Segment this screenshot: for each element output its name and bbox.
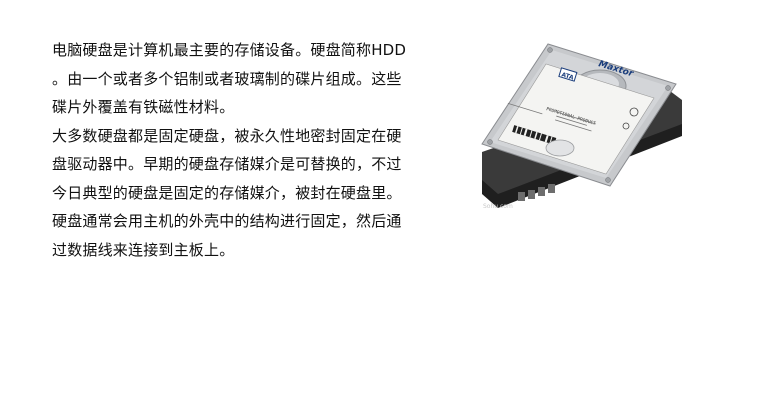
article-line: 过数据线来连接到主板上。 <box>52 236 432 265</box>
article-line: 硬盘通常会用主机的外壳中的结构进行固定，然后通 <box>52 207 432 236</box>
article-line: 大多数硬盘都是固定硬盘，被永久性地密封固定在硬 <box>52 122 432 151</box>
article-line: 电脑硬盘是计算机最主要的存储设备。硬盘简称HDD <box>52 36 432 65</box>
article-text-block: 电脑硬盘是计算机最主要的存储设备。硬盘简称HDD 。由一个或者多个铝制或者玻璃制… <box>52 36 432 264</box>
article-line: 今日典型的硬盘是固定的存储媒介，被封在硬盘里。 <box>52 179 432 208</box>
image-watermark: Sohu.com <box>483 203 513 210</box>
hdd-head-cover <box>546 140 574 156</box>
hard-disk-drive-image: Maxtor ATA PROMOTIONAL PRODUCT <box>476 40 686 216</box>
article-line: 。由一个或者多个铝制或者玻璃制的碟片组成。这些 <box>52 65 432 94</box>
article-line: 碟片外覆盖有铁磁性材料。 <box>52 93 432 122</box>
article-line: 盘驱动器中。早期的硬盘存储媒介是可替换的，不过 <box>52 150 432 179</box>
